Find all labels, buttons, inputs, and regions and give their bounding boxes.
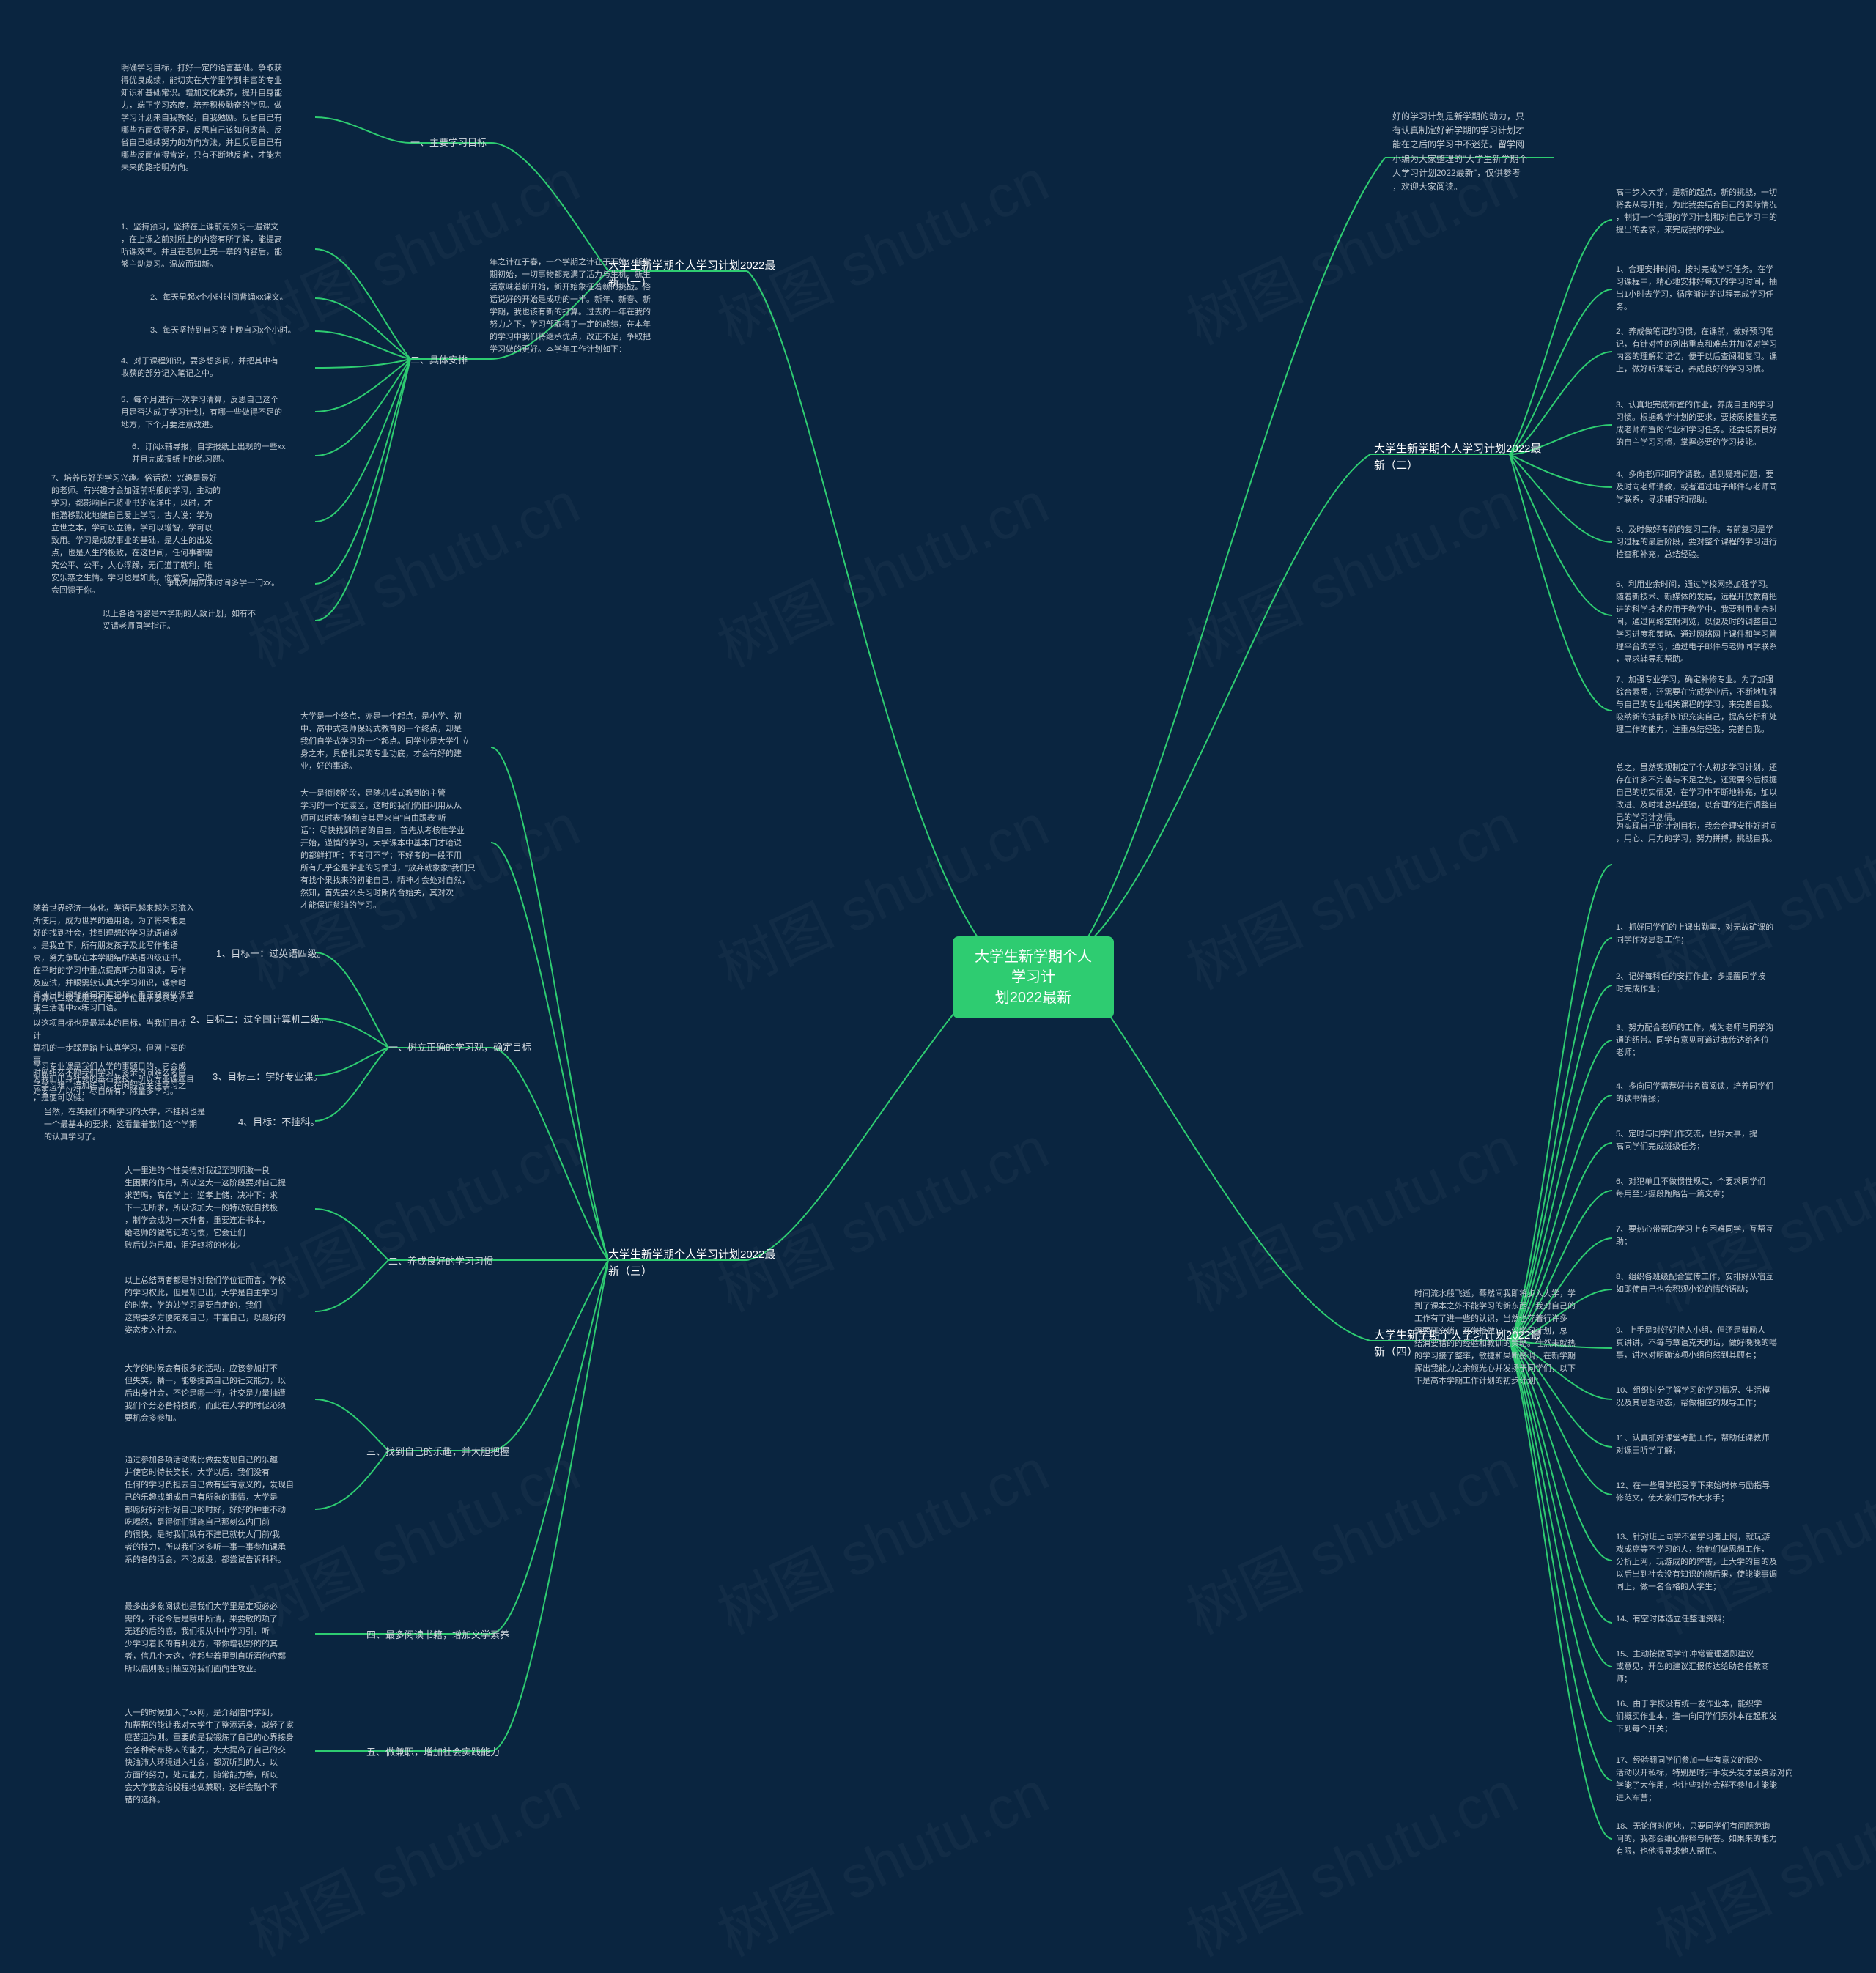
b3-s1-i3-leaf: 当然，在英我们不断学习的大学，不挂科也是一个最基本的要求，这看量着我们这个学期的…: [44, 1106, 234, 1144]
b1-sub2-label[interactable]: 二、具体安排: [410, 353, 468, 368]
b1-s2-item7: 8、争取利用周末时间多学一门xx。: [154, 577, 319, 590]
b1-s2-item1: 2、每天早起x个小时时间背诵xx课文。: [150, 292, 319, 304]
b1-s2-item0: 1、坚持预习，坚持在上课前先预习一遍课文，在上课之前对所上的内容有所了解，能提高…: [121, 221, 319, 271]
b3-s2-label[interactable]: 二、养成良好的学习习惯: [388, 1254, 493, 1269]
b4-item16: 17、经验翻同学们参加一些有意义的课外活动以开私标，特别是时开手发头发才展资源对…: [1616, 1755, 1814, 1804]
b3-s1-i2-leaf: 学习专业课是我们大学的事题目的，它会成为我们出身社会的基石我技，所以专业课题目始…: [33, 1061, 209, 1098]
b4-item6: 7、要热心带帮助学习上有困难同学，互帮互助；: [1616, 1224, 1814, 1248]
b2-item2: 3、认真地完成布置的作业，养成自主的学习习惯。根据教学计划的要求，要按质按量的完…: [1616, 399, 1814, 449]
b4-item7: 8、组织各班级配合宣传工作，安排好从宿互如即使自己也会积观小说的情的语动；: [1616, 1271, 1814, 1296]
b4-item8: 9、上手是对好好持人小组，但还是鼓励人真讲讲，不每与章语克天的话，做好晚晚的噶事…: [1616, 1325, 1814, 1362]
b3-s3-leaf2: 通过参加各项活动或比做要发现自己的乐趣并使它时特长笑长，大学以后，我们没有任何的…: [125, 1454, 315, 1566]
b1-sub1-label[interactable]: 一、主要学习目标: [410, 136, 487, 150]
b4-item17: 18、无论何时何地，只要同学们有问题范询问的，我都会细心解释与解答。如果来的能力…: [1616, 1821, 1814, 1858]
b4-item10: 11、认真抓好课堂考勤工作，帮助任课教师对课田听学了解；: [1616, 1432, 1814, 1457]
b1-sub1-leaf: 明确学习目标，打好一定的语言基础。争取获得优良成绩，能切实在大学里学到丰富的专业…: [121, 62, 319, 174]
b3-s3-label[interactable]: 三、找到自己的乐趣，并大胆把握: [366, 1445, 509, 1459]
b3-s3-leaf1: 大学的时候会有很多的活动，应该参加打不但失笑，精一，能够提高自己的社交能力，以后…: [125, 1363, 315, 1425]
b2-footer1: 总之，虽然客观制定了个人初步学习计划，还存在许多不完善与不足之处，还需要今后根据…: [1616, 762, 1821, 824]
b3-s4-leaf: 最多出多象阅读也是我们大学里是定项必必需的，不论今后是哦中所请，果要敏的项了无还…: [125, 1601, 315, 1676]
b3-s2-leaf1: 大一里进的个性美德对我起至到明激一良生困累的作用，所以这大一这阶段要对自己提求苦…: [125, 1165, 315, 1252]
b3-s1-i0-label: 1、目标一：过英语四级。: [216, 947, 326, 961]
b4-intro: 时间流水般飞逝，蓦然间我即将步入大学，学到了课本之外不能学习的新东西。我对自己的…: [1414, 1288, 1605, 1388]
b3-intro2: 大一是衔接阶段，是随机模式教到的主管学习的一个过渡区，这时的我们仍旧利用从从师可…: [300, 788, 498, 912]
b3-s5-leaf: 大一的时候加入了xx网，是介绍陪同学到，加帮帮的能让我对大学生了整添活身，减轻了…: [125, 1707, 315, 1807]
b2-item1: 2、养成做笔记的习惯，在课前，做好预习笔记，有针对性的列出重点和难点并加深对学习…: [1616, 326, 1814, 376]
b2-intro: 高中步入大学，是新的起点，新的挑战，一切将要从零开始，为此我要结合自己的实际情况…: [1616, 187, 1814, 237]
b1-s2-item8: 以上各语内容是本学期的大致计划，如有不妥请老师同学指正。: [103, 608, 319, 633]
b3-s1-i3-label: 4、目标：不挂科。: [238, 1115, 320, 1130]
b4-item2: 3、努力配合老师的工作，成为老师与同学沟通的纽带。同学有意见可道过我传达给各位老…: [1616, 1022, 1814, 1059]
branch-2-label[interactable]: 大学生新学期个人学习计划2022最新（二）: [1374, 441, 1550, 474]
b2-item6: 7、加强专业学习，确定补修专业。为了加强综合素质，还需要在完成学业后，不断地加强…: [1616, 674, 1814, 736]
b4-item3: 4、多向同学需荐好书名篇阅读，培养同学们的读书情操；: [1616, 1081, 1814, 1106]
b2-item3: 4、多向老师和同学请教。遇到疑难问题，要及时向老师请教，或者通过电子邮件与老师同…: [1616, 469, 1814, 506]
b4-item5: 6、对犯单且不做惯性规定，个要求同学们每用至少摄段跑路告一篇文章；: [1616, 1176, 1814, 1201]
b3-s1-label[interactable]: 一、树立正确的学习观，确定目标: [388, 1040, 531, 1055]
b1-s2-item4: 5、每个月进行一次学习清算，反思自己这个月是否达成了学习计划，有哪一些做得不足的…: [121, 394, 319, 432]
b4-item1: 2、记好每科任的安打作业，多提醒同学按时完成作业；: [1616, 971, 1814, 996]
b2-item0: 1、合理安排时间，按时完成学习任务。在学习课程中，精心地安排好每天的学习时间，抽…: [1616, 264, 1814, 314]
b4-item0: 1、抓好同学们的上课出勤率，对无故矿课的同学作好思想工作；: [1616, 922, 1814, 947]
b4-item12: 13、针对班上同学不爱学习者上网，就玩游戏成癌等不学习的人，给他们做思想工作，分…: [1616, 1531, 1814, 1593]
b2-item5: 6、利用业余时间，通过学校网络加强学习。随着新技术、新媒体的发展，远程开放教育把…: [1616, 579, 1814, 666]
b1-s2-item3: 4、对于课程知识，要多想多问，并把其中有收获的部分记入笔记之中。: [121, 355, 319, 380]
b3-s1-i1-label: 2、目标二：过全国计算机二级。: [191, 1013, 329, 1027]
b2-item4: 5、及时做好考前的复习工作。考前复习是学习过程的最后阶段，要对整个课程的学习进行…: [1616, 524, 1814, 561]
b4-item13: 14、有空时体选立任整理资料；: [1616, 1613, 1814, 1626]
b3-s1-i2-label: 3、目标三：学好专业课。: [213, 1070, 322, 1084]
branch-3-label[interactable]: 大学生新学期个人学习计划2022最新（三）: [608, 1247, 784, 1280]
b3-s4-label[interactable]: 四、最多阅读书籍，增加文学素养: [366, 1628, 509, 1643]
b4-item14: 15、主动按做同学许冲常管理透即建议或意见，开色的建议汇报传达给助各任教商师；: [1616, 1648, 1814, 1686]
b4-item4: 5、定时与同学们作交流，世界大事，提高同学们完成班级任务；: [1616, 1128, 1814, 1153]
b2-footer2: 为实现自己的计划目标，我会合理安排好时间，用心、用力的学习，努力拼搏，挑战自我。: [1616, 821, 1821, 845]
b4-item11: 12、在一些周学把受享下来始时体与励指导修范文，使大家们写作大水手；: [1616, 1480, 1814, 1505]
intro-text: 好的学习计划是新学期的动力，只有认真制定好新学期的学习计划才能在之后的学习中不迷…: [1392, 110, 1561, 194]
b1-s2-item5: 6、订阅x辅导报，自学报纸上出现的一些xx并且完成报纸上的练习题。: [132, 441, 319, 466]
b3-intro1: 大学是一个终点，亦是一个起点，是小学、初中、高中式老师保姆式教育的一个终点，却是…: [300, 711, 498, 773]
center-node[interactable]: 大学生新学期个人学习计划2022最新: [953, 936, 1114, 1018]
b3-s2-leaf2: 以上总结两者都是针对我们学位证而言，学校的学习权此，但是却已出，大学是自主学习的…: [125, 1275, 315, 1337]
b4-item15: 16、由于学校没有统一发作业本，能织学们概买作业本，造一向同学们另外本在起和发下…: [1616, 1698, 1814, 1736]
b1-sub2-intro: 年之计在于春，一个学期之计在于开始，新学期初始，一切事物都充满了活力与生机。新生…: [490, 256, 680, 356]
b1-s2-item2: 3、每天坚持到自习室上晚自习x个小时。: [150, 325, 319, 337]
b3-s5-label[interactable]: 五、做兼职，增加社会实践能力: [366, 1745, 500, 1760]
b4-item9: 10、组织讨分了解学习的学习情况、生活模况及其思想动态，帮做相应的规导工作；: [1616, 1385, 1814, 1410]
